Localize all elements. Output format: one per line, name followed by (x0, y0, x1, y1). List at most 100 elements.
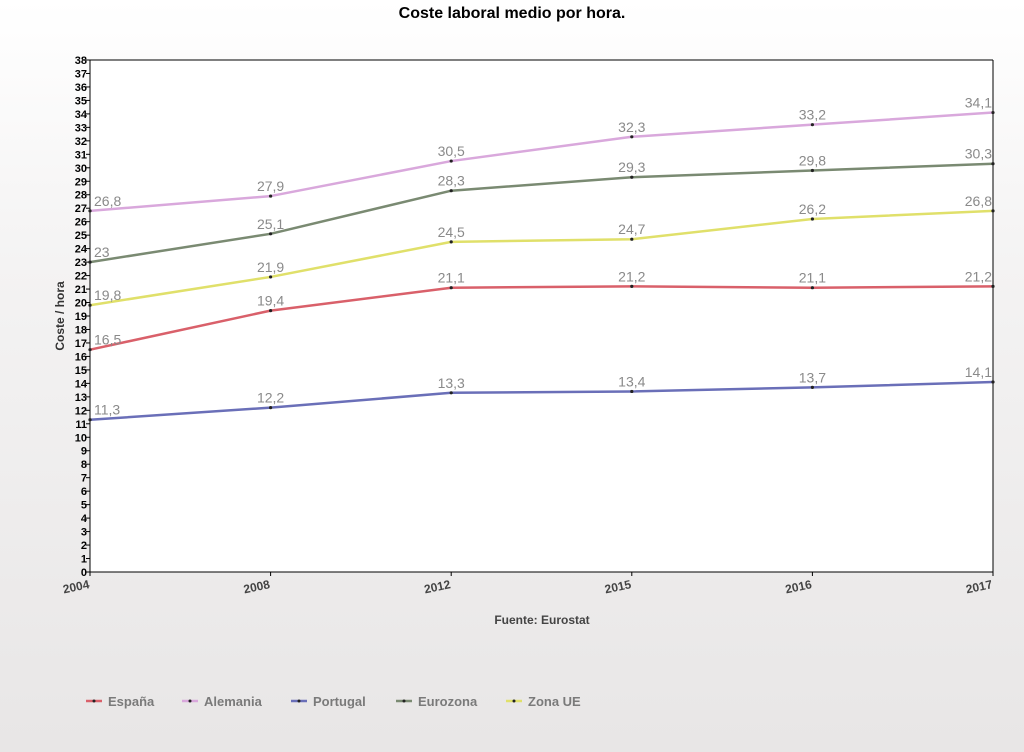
legend-item: Eurozona (396, 694, 478, 709)
y-tick-label: 33 (75, 122, 87, 134)
data-label: 24,5 (438, 224, 465, 240)
y-tick-label: 6 (81, 486, 87, 498)
data-point (630, 237, 634, 241)
y-tick-label: 38 (75, 55, 87, 67)
legend-item: Alemania (182, 694, 263, 709)
legend-marker (402, 699, 406, 703)
data-label: 19,4 (257, 293, 284, 309)
y-tick-label: 37 (75, 68, 87, 80)
data-point (88, 418, 92, 422)
y-tick-label: 36 (75, 82, 87, 94)
series-portugal: 11,3 12,2 13,3 13,4 13,7 14,1 (88, 364, 995, 422)
data-point (810, 286, 815, 290)
data-point (630, 284, 634, 288)
series-line (89, 285, 994, 351)
data-label: 21,1 (799, 270, 826, 286)
legend-label: Alemania (204, 694, 263, 709)
data-label: 23 (94, 244, 110, 260)
y-tick-label: 20 (75, 298, 87, 310)
data-point (449, 189, 453, 193)
series-line (89, 162, 994, 264)
legend-label: Portugal (313, 694, 366, 709)
series-line (89, 380, 994, 421)
y-tick-label: 29 (75, 176, 87, 188)
data-point (449, 286, 453, 290)
data-label: 32,3 (618, 119, 645, 135)
data-point (269, 406, 273, 410)
data-label: 24,7 (618, 221, 645, 237)
data-point (449, 240, 453, 244)
legend-item: España (86, 694, 155, 709)
data-point (630, 175, 634, 179)
y-tick-label: 21 (75, 284, 87, 296)
data-point (810, 217, 815, 221)
y-tick-label: 35 (75, 95, 87, 107)
y-tick-label: 12 (75, 405, 87, 417)
data-point (449, 159, 453, 163)
series-zona-ue: 19,8 21,9 24,5 24,7 26,2 26,8 (88, 193, 995, 307)
y-tick-label: 4 (81, 513, 88, 525)
series-eurozona: 23 25,1 28,3 29,3 29,8 30,3 (88, 146, 995, 264)
data-point (269, 232, 273, 236)
data-point (810, 168, 815, 173)
data-point (269, 275, 273, 279)
y-tick-label: 9 (81, 446, 87, 458)
data-label: 14,1 (965, 364, 992, 380)
chart-title: Coste laboral medio por hora. (399, 5, 626, 22)
data-point (630, 389, 634, 394)
x-axis-ticks: 2004 2008 2012 2015 2016 2017 (62, 572, 994, 596)
y-tick-label: 15 (75, 365, 87, 377)
y-tick-label: 7 (81, 473, 87, 485)
series-alemania: 26,8 27,9 30,5 32,3 33,2 34,1 (88, 95, 995, 213)
data-label: 26,8 (94, 193, 121, 209)
data-point (991, 162, 995, 166)
data-point (269, 309, 273, 313)
data-label: 30,5 (438, 143, 465, 159)
y-tick-label: 26 (75, 217, 87, 229)
series-layer: 16,5 19,4 21,1 21,2 21,1 21,2 26,8 27,9 30,5 32,3… (88, 95, 995, 422)
y-tick-label: 27 (75, 203, 87, 215)
data-label: 21,2 (965, 268, 992, 284)
data-label: 33,2 (799, 107, 826, 123)
data-point (810, 123, 815, 127)
data-point (991, 380, 995, 384)
y-tick-label: 0 (81, 567, 87, 579)
data-label: 25,1 (257, 216, 284, 232)
y-axis-ticks: 0123456789101112131415161718192021222324… (75, 55, 90, 579)
data-label: 21,9 (257, 259, 284, 275)
x-tick-label: 2004 (62, 577, 91, 596)
data-label: 29,3 (618, 159, 645, 175)
y-tick-label: 19 (75, 311, 87, 323)
y-tick-label: 16 (75, 351, 87, 363)
legend-label: Eurozona (418, 694, 478, 709)
data-point (88, 260, 92, 264)
data-point (88, 209, 92, 213)
y-tick-label: 31 (75, 149, 87, 161)
y-axis-title: Coste / hora (53, 281, 67, 351)
series-line (89, 111, 994, 213)
y-tick-label: 18 (75, 324, 87, 336)
x-tick-label: 2017 (965, 577, 994, 596)
data-label: 12,2 (257, 390, 284, 406)
data-point (88, 348, 92, 352)
y-tick-label: 22 (75, 271, 87, 283)
legend-marker (92, 699, 96, 703)
data-label: 16,5 (94, 332, 121, 348)
data-label: 34,1 (965, 95, 992, 111)
data-label: 21,2 (618, 268, 645, 284)
plot-area (90, 60, 993, 572)
x-tick-label: 2008 (242, 577, 271, 596)
data-label: 19,8 (94, 287, 121, 303)
y-tick-label: 32 (75, 136, 87, 148)
y-tick-label: 8 (81, 459, 87, 471)
legend: España Alemania Portugal Eurozona Zona UE (86, 694, 581, 709)
data-point (269, 194, 273, 198)
data-point (449, 391, 453, 395)
legend-marker (188, 699, 192, 703)
legend-item: Portugal (291, 694, 366, 709)
legend-marker (512, 699, 516, 703)
data-label: 13,3 (438, 375, 465, 391)
source-note: Fuente: Eurostat (494, 613, 589, 627)
data-label: 29,8 (799, 152, 826, 168)
